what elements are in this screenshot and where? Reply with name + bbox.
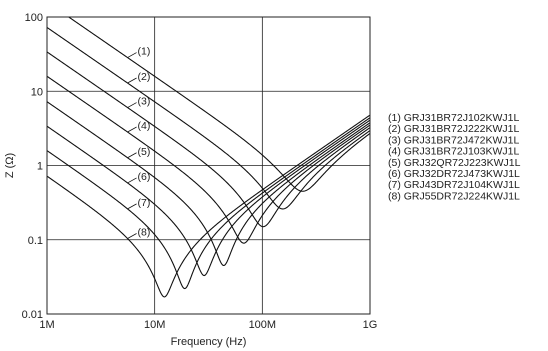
series-tags: (1) (2) (3) (4) (5) (6) (7) (8) <box>127 46 151 239</box>
series-tag-label: (2) <box>138 71 151 83</box>
series-leader-line <box>127 77 137 84</box>
y-axis-title: Z (Ω) <box>4 153 16 178</box>
x-tick-label: 100M <box>249 319 277 331</box>
series-tag-label: (7) <box>138 197 151 209</box>
series-line <box>47 119 370 277</box>
series-leader-line <box>127 152 137 159</box>
legend-entry: (5) GRJ32QR72J223KWJ1L <box>388 157 521 169</box>
x-tick-labels: 1M 10M 100M 1G <box>39 319 377 331</box>
y-tick-label: 0.1 <box>28 235 43 247</box>
curves <box>47 17 370 298</box>
series-tag-label: (8) <box>138 227 151 239</box>
x-tick-label: 1M <box>39 319 54 331</box>
legend-entry: (7) GRJ43DR72J104KWJ1L <box>388 179 520 191</box>
y-tick-label: 1 <box>37 161 43 173</box>
series-tag-label: (3) <box>138 96 151 108</box>
legend: (1) GRJ31BR72J102KWJ1L(2) GRJ31BR72J222K… <box>388 112 521 202</box>
y-tick-label: 100 <box>25 12 43 24</box>
series-leader-line <box>127 126 137 133</box>
legend-entry: (3) GRJ31BR72J472KWJ1L <box>388 134 519 146</box>
series-tag-label: (5) <box>138 146 151 158</box>
series-line <box>47 75 370 244</box>
series-line <box>47 117 370 290</box>
legend-entry: (2) GRJ31BR72J222KWJ1L <box>388 123 519 135</box>
legend-entry: (1) GRJ31BR72J102KWJ1L <box>388 112 519 124</box>
legend-entry: (6) GRJ32DR72J473KWJ1L <box>388 168 520 180</box>
x-tick-label: 10M <box>144 319 165 331</box>
legend-entry: (4) GRJ31BR72J103KWJ1L <box>388 146 519 158</box>
series-leader-line <box>127 102 137 108</box>
legend-entry: (8) GRJ55DR72J224KWJ1L <box>388 190 520 202</box>
series-line <box>47 26 370 210</box>
series-leader-line <box>127 233 137 239</box>
series-tag-label: (4) <box>138 120 151 132</box>
series-line <box>47 51 370 228</box>
series-tag-label: (1) <box>138 46 151 58</box>
x-axis-title: Frequency (Hz) <box>171 336 247 348</box>
series-line <box>67 17 370 192</box>
plot-frame <box>46 16 371 315</box>
y-tick-labels: 0.01 0.1 1 10 100 <box>22 12 43 321</box>
x-tick-label: 1G <box>363 319 378 331</box>
series-line <box>47 101 370 267</box>
series-leader-line <box>127 52 137 58</box>
series-leader-line <box>127 177 137 184</box>
series-tag-label: (6) <box>138 171 151 183</box>
series-line <box>47 114 370 298</box>
series-leader-line <box>127 203 137 210</box>
y-tick-label: 10 <box>31 86 43 98</box>
y-tick-label: 0.01 <box>22 309 43 321</box>
